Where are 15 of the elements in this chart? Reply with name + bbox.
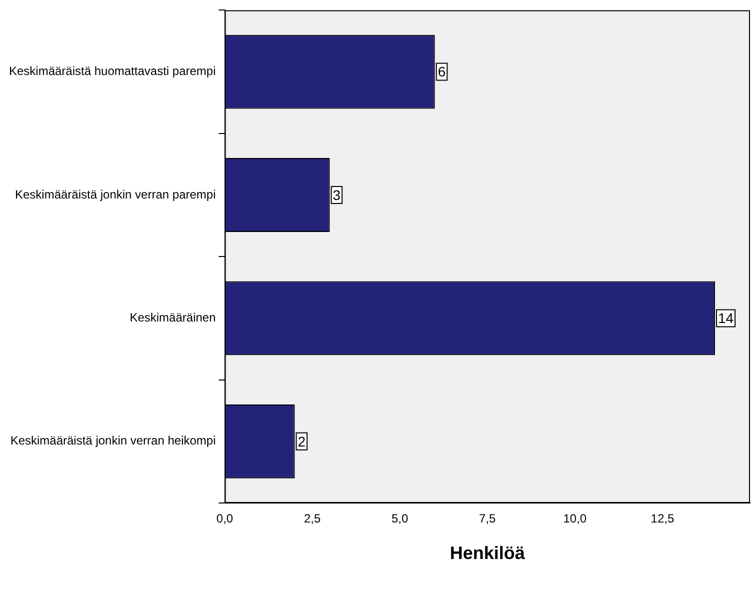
- x-axis-title: Henkilöä: [450, 543, 526, 564]
- x-tick-label: 5,0: [391, 512, 409, 526]
- y-tick-label: Keskimääräistä huomattavasti parempi: [8, 64, 216, 78]
- x-tick-label: 2,5: [304, 512, 321, 526]
- data-label: 6: [438, 64, 446, 80]
- y-tick-label: Keskimääräinen: [130, 310, 216, 325]
- data-label: 3: [332, 186, 341, 203]
- x-tick-label: 10,0: [563, 512, 587, 526]
- data-label: 14: [718, 310, 734, 326]
- x-tick-label: 12,5: [650, 512, 674, 526]
- data-label: 2: [298, 433, 306, 450]
- x-tick-label: 7,5: [479, 512, 496, 526]
- y-tick-label: Keskimääräistä jonkin verran parempi: [14, 187, 216, 202]
- y-tick-label: Keskimääräistä jonkin verran heikompi: [10, 434, 216, 448]
- x-tick-label: 0,0: [216, 512, 234, 526]
